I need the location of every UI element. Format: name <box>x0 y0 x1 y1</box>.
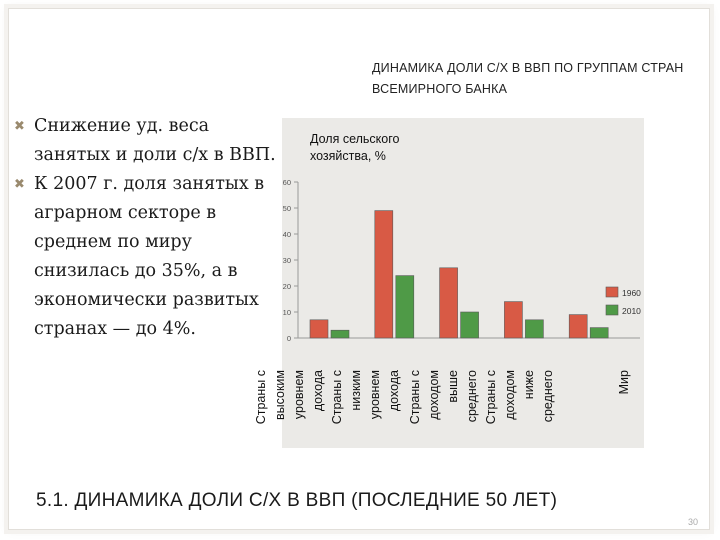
x-mark-icon: ✖ <box>14 177 25 192</box>
bar-2010 <box>525 319 544 339</box>
bar-1960 <box>439 267 458 339</box>
bar-2010 <box>395 275 415 339</box>
x-tick-label: Страны с низким уровнем дохода <box>330 370 401 424</box>
slide-frame <box>8 8 710 530</box>
y-axis-label: Доля сельского хозяйства, % <box>310 132 400 163</box>
y-tick-label: 60 <box>283 178 291 187</box>
y-tick-label: 20 <box>283 282 291 291</box>
x-tick-label: Мир <box>617 370 631 394</box>
bullet-item: ✖ Снижение уд. веса занятых и доли с/х в… <box>14 112 286 170</box>
y-tick-label: 10 <box>283 308 291 317</box>
chart-figure <box>282 118 644 448</box>
y-tick-label: 40 <box>283 230 291 239</box>
y-tick-label: 50 <box>283 204 291 213</box>
y-tick-label: 30 <box>283 256 291 265</box>
bar-1960 <box>309 319 329 339</box>
chart-title: ДИНАМИКА ДОЛИ С/Х В ВВП ПО ГРУППАМ СТРАН… <box>372 61 684 96</box>
bullet-text: К 2007 г. доля занятых в аграрном сектор… <box>34 174 265 339</box>
x-tick-label: Страны с доходом выше среднего <box>408 370 479 424</box>
x-tick-label: Страны с высоким уровнем дохода <box>254 370 325 424</box>
bar-1960 <box>568 314 588 339</box>
legend-label-1960: 1960 <box>622 288 641 298</box>
y-tick-label: 0 <box>287 334 291 343</box>
bar-1960 <box>504 301 523 339</box>
x-tick-label: Страны с доходом ниже среднего <box>484 370 555 424</box>
legend-swatch-2010 <box>605 304 619 316</box>
legend-label-2010: 2010 <box>622 306 641 316</box>
bullet-list: ✖ Снижение уд. веса занятых и доли с/х в… <box>14 112 286 344</box>
legend-swatch-1960 <box>605 286 619 298</box>
x-mark-icon: ✖ <box>14 119 25 134</box>
bar-2010 <box>460 311 479 339</box>
bullet-text: Снижение уд. веса занятых и доли с/х в В… <box>34 116 276 165</box>
bullet-item: ✖ К 2007 г. доля занятых в аграрном сект… <box>14 170 286 344</box>
bar-1960 <box>374 210 394 339</box>
bar-2010 <box>330 329 350 339</box>
bar-2010 <box>589 327 609 339</box>
page-number: 30 <box>688 517 699 527</box>
slide-title: 5.1. ДИНАМИКА ДОЛИ С/Х В ВВП (ПОСЛЕДНИЕ … <box>36 490 558 511</box>
